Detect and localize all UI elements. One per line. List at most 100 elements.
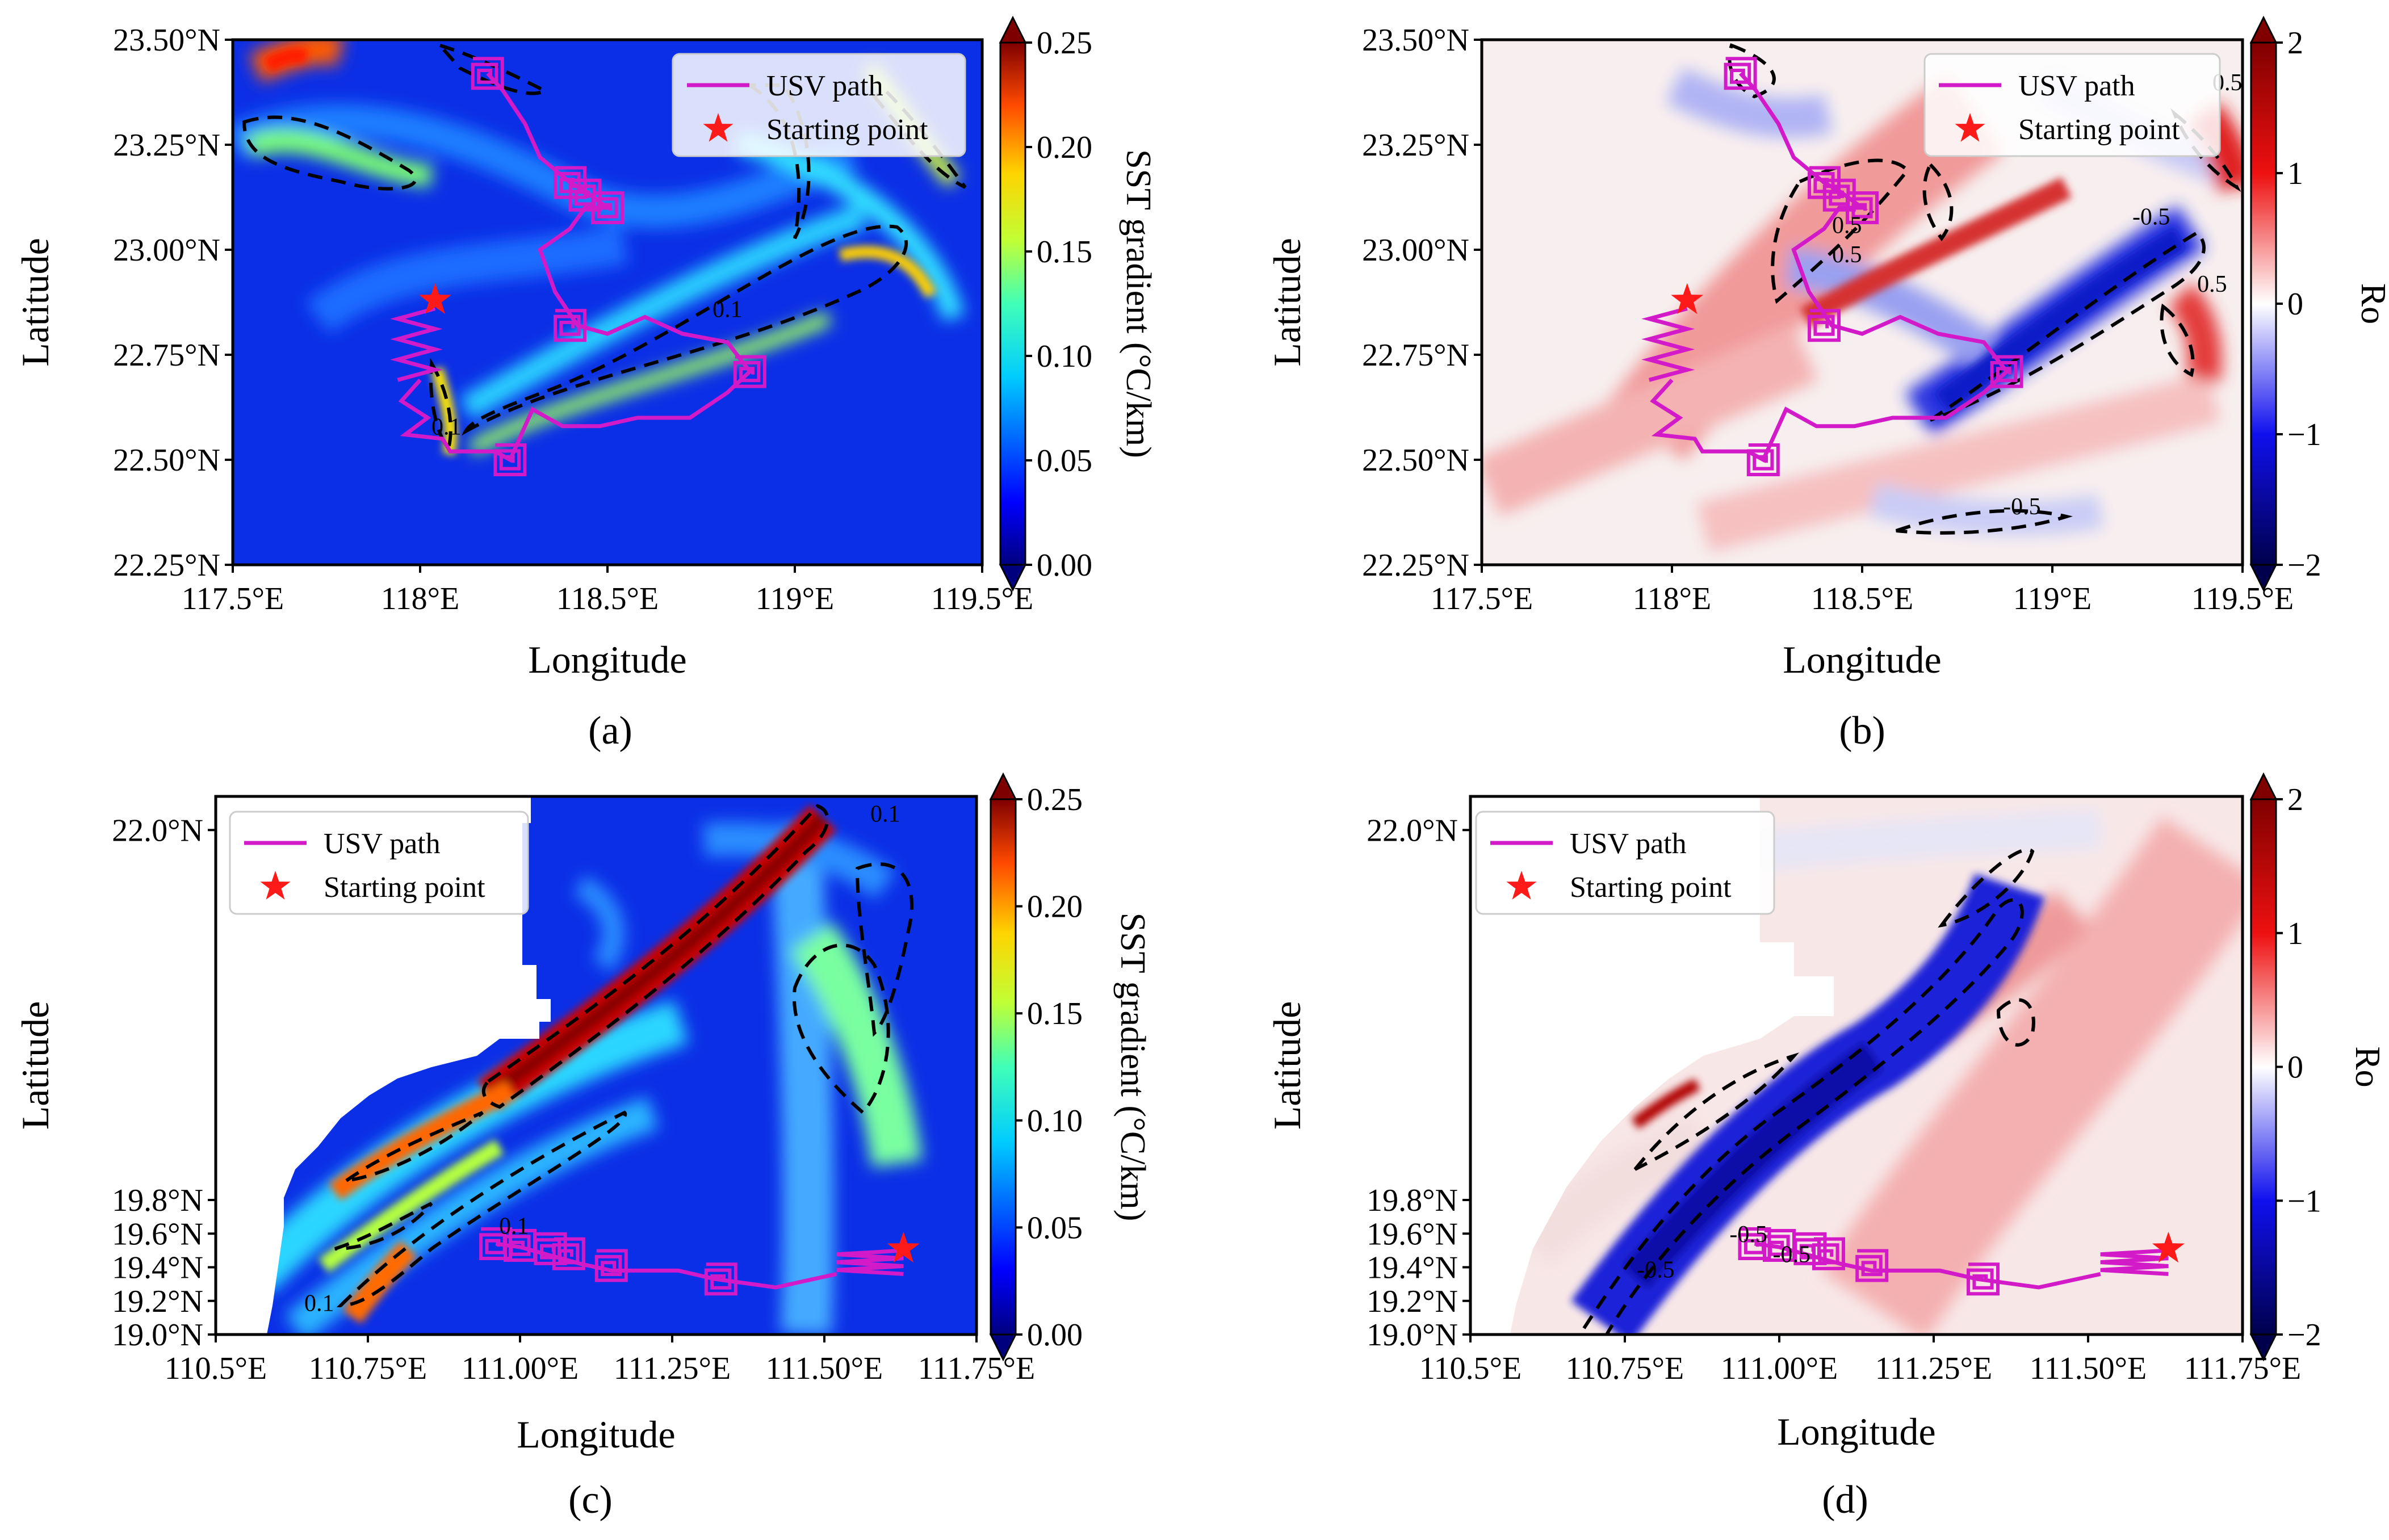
- x-tick-label: 119.5°E: [2191, 581, 2294, 616]
- colorbar-tick-label: 0.25: [1037, 26, 1092, 61]
- y-tick-label: 19.4°N: [1367, 1251, 1458, 1286]
- x-tick-label: 111.75°E: [918, 1351, 1035, 1386]
- x-tick-label: 110.5°E: [1419, 1351, 1522, 1386]
- y-tick-label: 23.00°N: [113, 233, 220, 268]
- contour-label: 0.5: [1832, 212, 1862, 238]
- colorbar-tick-label: 2: [2287, 782, 2303, 817]
- colorbar-tick-label: 0.20: [1037, 130, 1092, 165]
- x-axis-label: Longitude: [528, 638, 687, 681]
- axes: 110.5°E 110.75°E 111.00°E 111.25°E 111.50°E 1…: [14, 813, 1035, 1456]
- y-axis-label: Latitude: [14, 1001, 57, 1130]
- legend-usv-path-label: USV path: [324, 828, 441, 860]
- colorbar-tick-label: 0: [2287, 287, 2303, 322]
- legend: USV path Starting point: [229, 811, 529, 915]
- y-axis-label: Latitude: [14, 238, 57, 367]
- legend-usv-path-label: USV path: [766, 70, 883, 102]
- usv-spiral-survey: [479, 1227, 513, 1260]
- y-tick-label: 23.25°N: [1362, 128, 1469, 163]
- y-tick-label: 23.25°N: [113, 128, 220, 163]
- colorbar-tick-label: 0: [2287, 1050, 2303, 1085]
- y-tick-label: 19.2°N: [112, 1284, 203, 1319]
- colorbar-tick-label: −2: [2287, 1317, 2321, 1353]
- y-tick-label: 23.50°N: [113, 23, 220, 58]
- colorbar-tick-label: 0.05: [1037, 443, 1092, 479]
- y-tick-label: 23.50°N: [1362, 23, 1469, 58]
- colorbar-tick-label: 0.10: [1037, 339, 1092, 374]
- x-tick-label: 111.00°E: [462, 1351, 579, 1386]
- starting-point-star: [2152, 1231, 2185, 1263]
- panel-label: (a): [588, 709, 632, 753]
- x-tick-label: 119°E: [2013, 581, 2092, 616]
- colorbar-tick-label: 0.00: [1037, 548, 1092, 583]
- legend-starting-point-label: Starting point: [1570, 871, 1732, 904]
- panel-b-rossby-number: 0.50.5 -0.50.50.5-0.5 117.5°E 118°E 118.5°E…: [1265, 15, 2389, 753]
- starting-point-star: [887, 1231, 920, 1263]
- usv-spiral-survey: [594, 1249, 628, 1282]
- colorbar: −2 −1 0 1 2 Ro: [2249, 772, 2387, 1362]
- y-axis-label: Latitude: [1265, 1001, 1309, 1130]
- colorbar: 0.00 0.05 0.10 0.15 0.20 0.25 SST gradient (°C…: [989, 772, 1152, 1362]
- x-tick-label: 117.5°E: [182, 581, 284, 616]
- usv-spiral-survey: [1855, 1249, 1889, 1282]
- legend: USV path Starting point: [1923, 53, 2221, 157]
- legend-box: [229, 811, 529, 915]
- contour-label: 0.1: [431, 414, 462, 440]
- plot-frame: [1469, 795, 2244, 1336]
- x-tick-label: 118.5°E: [1811, 581, 1914, 616]
- usv-path-layer: 0.1 0.1: [390, 57, 766, 476]
- legend-box: [1923, 53, 2221, 157]
- usv-spiral-survey: [1793, 1232, 1827, 1265]
- legend-starting-point-label: Starting point: [2018, 114, 2180, 146]
- x-tick-label: 119°E: [756, 581, 835, 616]
- x-tick-label: 118°E: [1633, 581, 1712, 616]
- colorbar-extend-min: [999, 564, 1027, 592]
- plot-frame: [214, 795, 978, 1336]
- x-tick-label: 111.75°E: [2184, 1351, 2301, 1386]
- legend-star-icon: [1506, 871, 1537, 900]
- panel-d-rossby-number: -0.5-0.5-0.5 110.5°E 110.75°E 111.00°E 111.…: [1265, 772, 2387, 1522]
- colorbar-tick-label: 0.15: [1037, 234, 1092, 270]
- x-tick-label: 111.50°E: [766, 1351, 883, 1386]
- colorbar-label: Ro: [2354, 283, 2389, 324]
- legend-starting-point-label: Starting point: [324, 871, 485, 904]
- usv-path-layer: 0.1 0.1 0.1: [304, 801, 920, 1317]
- colorbar-extend-min: [989, 1333, 1017, 1362]
- usv-spiral-survey: [1967, 1262, 2000, 1296]
- colorbar-gradient: [2250, 41, 2277, 566]
- usv-spiral-survey: [1724, 57, 1757, 90]
- y-tick-label: 19.8°N: [1367, 1183, 1458, 1218]
- usv-spiral-survey: [733, 355, 766, 388]
- usv-spiral-survey: [1822, 178, 1856, 212]
- colorbar: 0.00 0.05 0.10 0.15 0.20 0.25 SST gradient (°C…: [999, 15, 1158, 592]
- panel-label: (c): [568, 1478, 613, 1522]
- colorbar-tick-label: 0.05: [1027, 1210, 1083, 1245]
- colorbar-gradient: [990, 798, 1017, 1336]
- starting-point-star: [418, 283, 451, 314]
- usv-path-zigzag: [390, 307, 443, 382]
- colorbar-tick-label: −1: [2287, 417, 2321, 452]
- colorbar-label: SST gradient (°C/km): [1113, 913, 1152, 1222]
- panel-label: (d): [1822, 1478, 1868, 1522]
- contour-label: 0.1: [870, 801, 900, 827]
- x-tick-label: 110.5°E: [165, 1351, 267, 1386]
- x-tick-label: 119.5°E: [931, 581, 1034, 616]
- colorbar-gradient: [2250, 798, 2277, 1336]
- usv-spiral-survey: [704, 1262, 737, 1296]
- x-axis-label: Longitude: [1783, 638, 1942, 681]
- usv-spiral-survey: [504, 1229, 537, 1262]
- contour-label: 0.5: [2197, 271, 2227, 297]
- usv-path-zigzag: [2100, 1248, 2169, 1276]
- usv-path-zigzag: [1641, 307, 1695, 382]
- y-tick-label: 22.0°N: [112, 813, 203, 848]
- usv-spiral-survey: [1846, 191, 1879, 224]
- legend: USV path Starting point: [1475, 811, 1775, 915]
- y-tick-label: 19.4°N: [112, 1251, 203, 1286]
- colorbar-gradient: [999, 41, 1026, 566]
- panel-label: (b): [1839, 709, 1885, 753]
- colorbar-extend-max: [989, 772, 1017, 800]
- axes: 117.5°E 118°E 118.5°E 119°E 119.5°E 22.25°N 22…: [14, 23, 1033, 681]
- legend-star-icon: [260, 871, 291, 900]
- legend-box: [1475, 811, 1775, 915]
- usv-spiral-survey: [1808, 309, 1841, 342]
- y-tick-label: 19.2°N: [1367, 1284, 1458, 1319]
